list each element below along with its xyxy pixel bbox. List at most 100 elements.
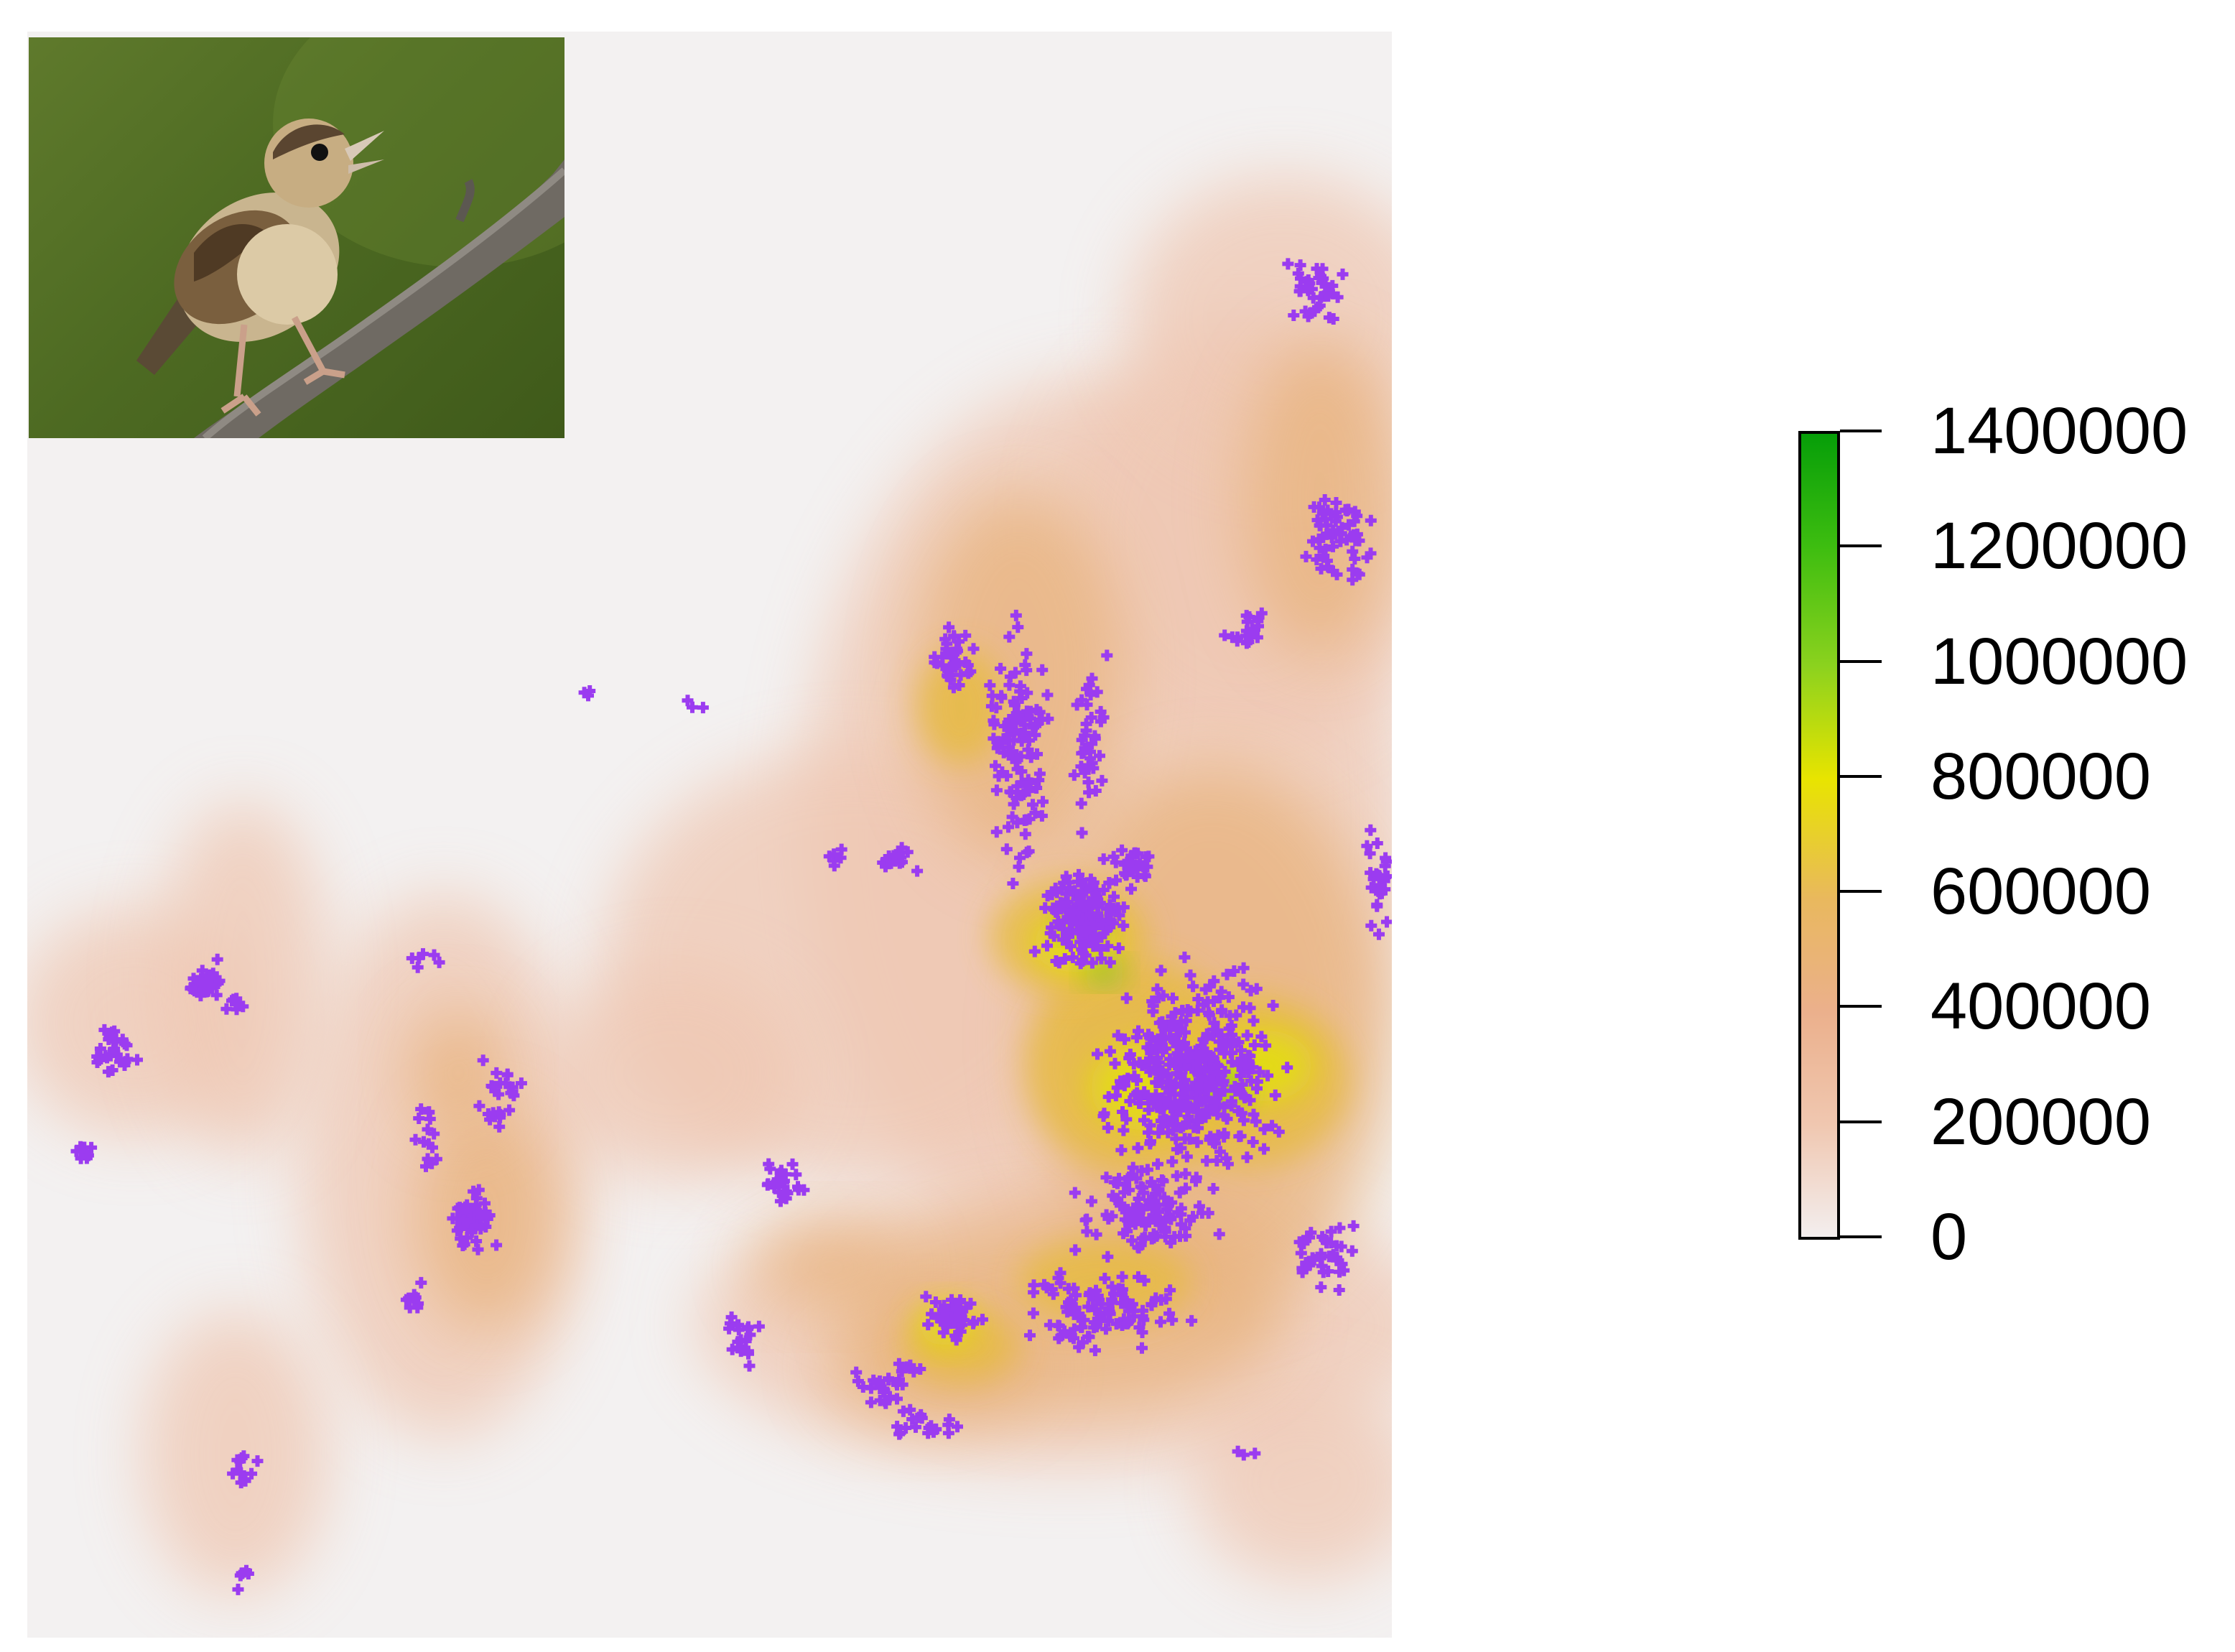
occurrence-cross-icon xyxy=(1191,1136,1204,1148)
occurrence-cross-icon xyxy=(1146,1299,1158,1312)
occurrence-cross-icon xyxy=(1196,1052,1208,1064)
occurrence-cross-icon xyxy=(1166,1156,1179,1168)
occurrence-cross-icon xyxy=(1141,1164,1153,1176)
occurrence-cross-icon xyxy=(1202,1207,1214,1219)
occurrence-cross-icon xyxy=(1084,873,1097,886)
occurrence-cross-icon xyxy=(1011,763,1023,775)
occurrence-cross-icon xyxy=(1091,1294,1103,1306)
occurrence-cross-icon xyxy=(1128,1310,1140,1322)
occurrence-cross-icon xyxy=(1036,664,1049,676)
occurrence-cross-icon xyxy=(1081,1225,1093,1238)
occurrence-cross-icon xyxy=(482,1108,494,1120)
occurrence-cross-icon xyxy=(1150,1187,1162,1199)
occurrence-cross-icon xyxy=(424,1113,436,1125)
occurrence-cross-icon xyxy=(1213,1228,1225,1240)
occurrence-cross-icon xyxy=(990,760,1001,772)
occurrence-cross-icon xyxy=(1097,884,1110,896)
occurrence-cross-icon xyxy=(94,1043,106,1054)
occurrence-cross-icon xyxy=(1097,919,1109,931)
occurrence-cross-icon xyxy=(1116,844,1128,856)
legend-tick-label: 1200000 xyxy=(1930,509,2188,583)
occurrence-cross-icon xyxy=(1078,1314,1090,1326)
occurrence-cross-icon xyxy=(1221,968,1233,980)
occurrence-cross-icon xyxy=(1068,1308,1080,1320)
occurrence-cross-icon xyxy=(1266,1120,1278,1132)
occurrence-cross-icon xyxy=(452,1202,464,1215)
occurrence-cross-icon xyxy=(1319,278,1332,290)
occurrence-cross-icon xyxy=(1319,494,1331,506)
occurrence-cross-icon xyxy=(1017,730,1029,743)
occurrence-cross-icon xyxy=(1079,730,1091,742)
occurrence-cross-icon xyxy=(779,1168,791,1180)
occurrence-cross-icon xyxy=(1013,860,1025,873)
occurrence-cross-icon xyxy=(962,659,974,672)
occurrence-cross-icon xyxy=(1247,1108,1260,1120)
occurrence-cross-icon xyxy=(1047,1288,1059,1300)
occurrence-cross-icon xyxy=(1325,1225,1337,1238)
occurrence-cross-icon xyxy=(231,1454,243,1466)
occurrence-cross-icon xyxy=(1167,992,1179,1004)
occurrence-cross-icon xyxy=(1145,1047,1157,1059)
occurrence-cross-icon xyxy=(1244,1050,1256,1062)
occurrence-cross-icon xyxy=(1218,1101,1230,1113)
occurrence-cross-icon xyxy=(1167,1016,1179,1028)
occurrence-cross-icon xyxy=(427,1141,438,1154)
occurrence-cross-icon xyxy=(1230,1009,1242,1021)
occurrence-cross-icon xyxy=(1112,942,1125,955)
occurrence-cross-icon xyxy=(991,742,1003,754)
occurrence-cross-icon xyxy=(926,1308,938,1320)
legend-tick xyxy=(1840,430,1882,432)
occurrence-cross-icon xyxy=(949,1310,962,1322)
occurrence-cross-icon xyxy=(131,1054,143,1066)
occurrence-cross-icon xyxy=(1113,1172,1125,1184)
occurrence-cross-icon xyxy=(418,1136,429,1148)
occurrence-cross-icon xyxy=(1226,631,1238,644)
occurrence-cross-icon xyxy=(1041,890,1054,901)
occurrence-cross-icon xyxy=(1281,1062,1293,1074)
occurrence-cross-icon xyxy=(893,1373,905,1386)
occurrence-cross-icon xyxy=(1192,993,1204,1005)
occurrence-cross-icon xyxy=(1106,1210,1118,1222)
occurrence-cross-icon xyxy=(1089,785,1102,797)
occurrence-cross-icon xyxy=(790,1169,802,1181)
density-blob xyxy=(753,1224,911,1310)
occurrence-cross-icon xyxy=(1333,1284,1345,1296)
occurrence-cross-icon xyxy=(226,995,238,1007)
occurrence-cross-icon xyxy=(1190,1171,1202,1184)
occurrence-cross-icon xyxy=(1151,1215,1163,1228)
occurrence-cross-icon xyxy=(1033,706,1046,718)
occurrence-cross-icon xyxy=(883,1373,895,1385)
occurrence-cross-icon xyxy=(1351,510,1363,522)
occurrence-cross-icon xyxy=(1082,1330,1094,1342)
occurrence-cross-icon xyxy=(237,1001,249,1013)
occurrence-cross-icon xyxy=(954,669,967,681)
occurrence-cross-icon xyxy=(465,1225,478,1237)
occurrence-cross-icon xyxy=(207,967,219,980)
occurrence-cross-icon xyxy=(888,850,900,862)
occurrence-cross-icon xyxy=(1069,1187,1081,1199)
occurrence-cross-icon xyxy=(1186,1314,1198,1327)
occurrence-cross-icon xyxy=(1022,774,1034,786)
occurrence-cross-icon xyxy=(1191,1059,1203,1070)
occurrence-cross-icon xyxy=(1143,1104,1155,1116)
occurrence-cross-icon xyxy=(1010,792,1023,804)
occurrence-cross-icon xyxy=(1125,1169,1138,1182)
occurrence-cross-icon xyxy=(1269,1089,1281,1101)
occurrence-cross-icon xyxy=(1373,928,1385,940)
occurrence-cross-icon xyxy=(1068,1282,1080,1294)
occurrence-cross-icon xyxy=(990,784,1003,797)
occurrence-cross-icon xyxy=(1311,554,1323,565)
occurrence-cross-icon xyxy=(1335,1240,1347,1253)
occurrence-cross-icon xyxy=(937,651,949,663)
occurrence-cross-icon xyxy=(893,1358,905,1370)
occurrence-cross-icon xyxy=(1164,1284,1176,1296)
occurrence-cross-icon xyxy=(939,633,952,645)
occurrence-cross-icon xyxy=(1376,887,1388,899)
occurrence-cross-icon xyxy=(1077,747,1089,758)
occurrence-cross-icon xyxy=(196,965,208,977)
occurrence-cross-icon xyxy=(1311,263,1323,275)
occurrence-cross-icon xyxy=(868,1374,880,1386)
occurrence-cross-icon xyxy=(1242,636,1255,648)
occurrence-cross-icon xyxy=(1239,1092,1251,1104)
occurrence-cross-icon xyxy=(1201,1155,1213,1167)
